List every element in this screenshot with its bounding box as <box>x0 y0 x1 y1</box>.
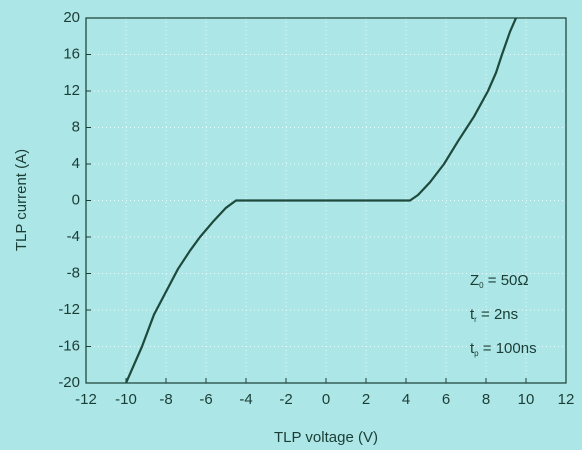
annotation: Z0 = 50Ω <box>470 272 529 290</box>
x-axis-label: TLP voltage (V) <box>274 429 378 446</box>
x-tick-label: 4 <box>402 391 410 408</box>
y-tick-label: 20 <box>63 9 80 26</box>
x-tick-label: 12 <box>558 391 575 408</box>
annotation-main: Z <box>470 272 479 289</box>
y-tick-label: -12 <box>58 301 80 318</box>
x-tick-label: -12 <box>75 391 97 408</box>
annotation-main: t <box>470 340 475 357</box>
x-tick-label: -4 <box>239 391 252 408</box>
y-tick-label: 12 <box>63 82 80 99</box>
annotation-rest: = 50Ω <box>484 272 529 289</box>
x-tick-label: 0 <box>322 391 330 408</box>
y-tick-label: -16 <box>58 337 80 354</box>
y-tick-label: 8 <box>72 118 80 135</box>
y-tick-label: -20 <box>58 374 80 391</box>
x-tick-label: -6 <box>199 391 212 408</box>
y-tick-label: 16 <box>63 45 80 62</box>
x-tick-label: 6 <box>442 391 450 408</box>
annotation-rest: = 100ns <box>479 340 537 357</box>
y-axis-label: TLP current (A) <box>13 149 30 251</box>
y-tick-label: 0 <box>72 191 80 208</box>
annotation-sub: 0 <box>479 281 484 290</box>
x-tick-label: 8 <box>482 391 490 408</box>
y-tick-label: 4 <box>72 155 80 172</box>
annotation: tr = 2ns <box>470 306 518 324</box>
annotation: tp = 100ns <box>470 340 537 358</box>
annotation-main: t <box>470 306 475 323</box>
y-tick-label: -8 <box>67 264 80 281</box>
x-tick-label: -10 <box>115 391 137 408</box>
y-tick-label: -4 <box>67 228 80 245</box>
annotation-rest: = 2ns <box>477 306 518 323</box>
plot-frame <box>85 17 567 384</box>
x-tick-label: 10 <box>518 391 535 408</box>
data-line <box>124 17 518 384</box>
x-tick-label: -2 <box>279 391 292 408</box>
x-tick-label: -8 <box>159 391 172 408</box>
annotation-sub: r <box>474 315 477 324</box>
annotation-sub: p <box>474 349 479 358</box>
x-tick-label: 2 <box>362 391 370 408</box>
